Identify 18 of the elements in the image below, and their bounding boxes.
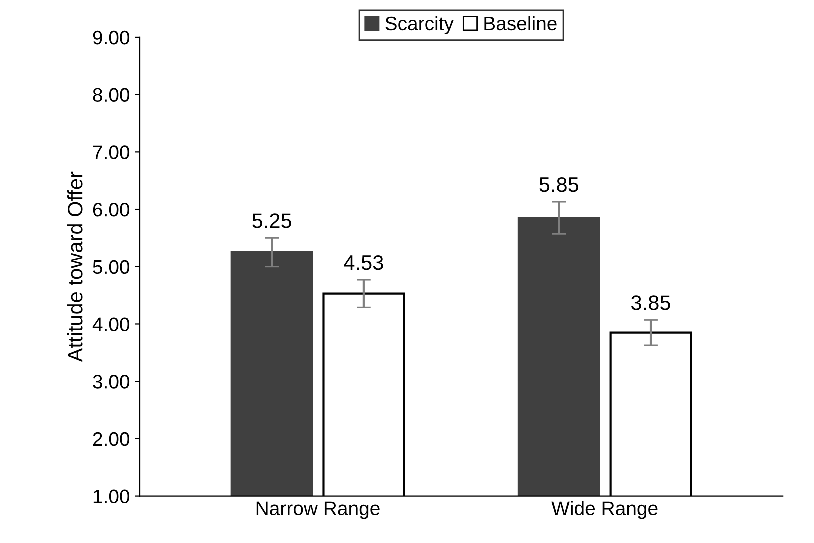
y-axis-title: Attitude toward Offer xyxy=(67,172,83,362)
y-tick-label: 5.00 xyxy=(93,260,130,274)
y-tick-label: 9.00 xyxy=(93,30,130,45)
y-tick-label: 2.00 xyxy=(93,432,130,446)
y-tick-label: 6.00 xyxy=(93,203,130,217)
data-label: 4.53 xyxy=(344,255,384,270)
y-tick-label: 8.00 xyxy=(93,88,130,102)
y-tick-label: 3.00 xyxy=(93,375,130,389)
x-tick-label: Narrow Range xyxy=(256,502,380,520)
legend-label: Scarcity xyxy=(386,16,454,34)
data-label: 5.85 xyxy=(540,177,579,192)
x-tick-label: Wide Range xyxy=(552,501,658,520)
data-label: 3.85 xyxy=(632,296,670,310)
y-tick-label: 7.00 xyxy=(93,146,130,160)
y-tick-label: 1.00 xyxy=(94,490,130,504)
y-tick-label: 4.00 xyxy=(92,318,130,332)
data-label: 5.25 xyxy=(252,214,292,228)
legend-label: Baseline xyxy=(484,16,557,31)
